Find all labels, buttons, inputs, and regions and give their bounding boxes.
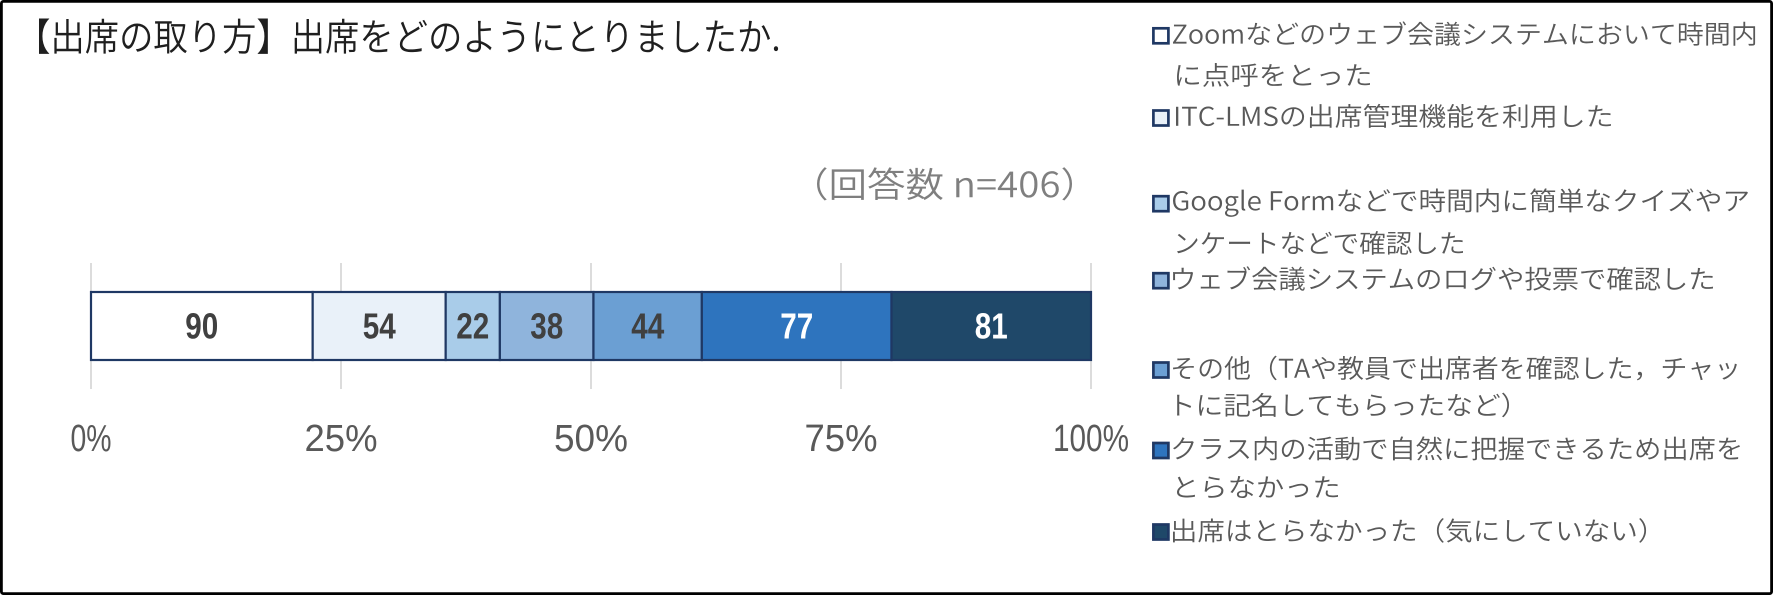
svg-text:25%: 25% — [305, 418, 378, 460]
svg-text:100%: 100% — [1053, 418, 1129, 460]
svg-text:77: 77 — [780, 306, 813, 347]
svg-text:38: 38 — [530, 306, 563, 347]
svg-text:22: 22 — [456, 306, 489, 347]
svg-text:0%: 0% — [71, 418, 112, 460]
svg-text:54: 54 — [363, 306, 396, 347]
svg-text:50%: 50% — [554, 418, 628, 460]
svg-text:81: 81 — [975, 306, 1008, 347]
svg-text:44: 44 — [631, 306, 664, 347]
svg-text:90: 90 — [185, 306, 218, 347]
svg-text:75%: 75% — [805, 418, 878, 460]
